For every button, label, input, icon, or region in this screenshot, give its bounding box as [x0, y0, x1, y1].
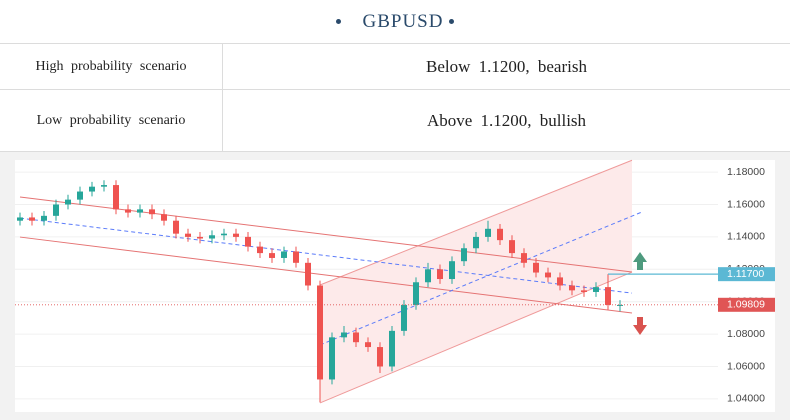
row-value: Below 1.1200, bearish: [223, 44, 790, 90]
candle-body: [53, 204, 59, 216]
candle-body: [401, 304, 407, 331]
candle-body: [497, 228, 503, 241]
arrow-down: [633, 317, 647, 335]
candle-body: [593, 287, 599, 292]
level-box: [718, 267, 775, 282]
trend-line: [19, 217, 633, 294]
candle-body: [89, 186, 95, 192]
candle-body: [569, 285, 575, 291]
candle-body: [17, 217, 23, 221]
candle-body: [425, 269, 431, 283]
channel-fill: [320, 160, 632, 403]
candle-body: [269, 253, 275, 258]
candle-body: [377, 347, 383, 367]
trend-line: [19, 236, 633, 314]
candle-body: [29, 217, 35, 221]
candle-body: [449, 261, 455, 280]
row-label: High probability scenario: [0, 44, 223, 90]
trend-line: [19, 196, 633, 273]
y-tick-label: 1.04000: [727, 393, 765, 405]
candle-body: [77, 191, 83, 200]
candle-body: [209, 235, 215, 239]
candle-body: [533, 262, 539, 273]
header: GBPUSD: [0, 0, 790, 44]
y-tick-label: 1.18000: [727, 166, 765, 178]
candle-body: [125, 209, 131, 213]
candle-body: [617, 304, 623, 306]
candle-body: [557, 277, 563, 286]
candle-body: [233, 233, 239, 237]
title: GBPUSD: [362, 10, 444, 32]
candle-body: [257, 246, 263, 254]
candle-body: [545, 272, 551, 278]
row-value: Above 1.1200, bullish: [223, 90, 790, 152]
bullet: [449, 19, 455, 24]
candle-body: [461, 248, 467, 262]
candle-body: [389, 330, 395, 367]
bullet: [335, 19, 341, 24]
candle-body: [329, 337, 335, 380]
candle-body: [581, 290, 587, 292]
candle-body: [65, 199, 71, 205]
y-tick-label: 1.14000: [727, 231, 765, 243]
candle-body: [281, 251, 287, 258]
candle-body: [41, 215, 47, 221]
chart: 1.040001.060001.080001.100001.120001.140…: [0, 152, 790, 420]
candle-body: [161, 214, 167, 221]
candle-body: [473, 236, 479, 249]
candle-body: [293, 251, 299, 263]
y-tick-label: 1.16000: [727, 198, 765, 210]
candle-body: [605, 287, 611, 305]
plot: 1.040001.060001.080001.100001.120001.140…: [15, 159, 765, 405]
y-tick-label: 1.06000: [727, 360, 765, 372]
candle-body: [485, 228, 491, 237]
candle-body: [197, 236, 203, 239]
level-box: [718, 297, 775, 312]
candle-body: [245, 236, 251, 247]
candle-body: [173, 220, 179, 234]
candle-body: [221, 233, 227, 236]
candle-body: [185, 233, 191, 237]
level-label: 1.11700: [727, 268, 764, 280]
arrow-up: [633, 252, 647, 270]
candle-body: [341, 332, 347, 338]
trend-line: [319, 211, 642, 346]
y-tick-label: 1.08000: [727, 328, 765, 340]
channel-line: [319, 159, 633, 286]
row-label: Low probability scenario: [0, 90, 223, 152]
candle-body: [305, 262, 311, 286]
level-label: 1.09809: [727, 299, 765, 311]
candle-body: [113, 185, 119, 210]
candle-body: [365, 342, 371, 348]
candle-body: [137, 209, 143, 213]
candle-body: [149, 209, 155, 215]
channel-line: [319, 271, 633, 404]
candle-body: [413, 282, 419, 305]
candle-body: [437, 269, 443, 280]
candle-body: [353, 332, 359, 343]
candle-body: [317, 285, 323, 380]
candle-body: [101, 185, 107, 187]
candle-body: [521, 253, 527, 263]
candle-body: [509, 240, 515, 254]
